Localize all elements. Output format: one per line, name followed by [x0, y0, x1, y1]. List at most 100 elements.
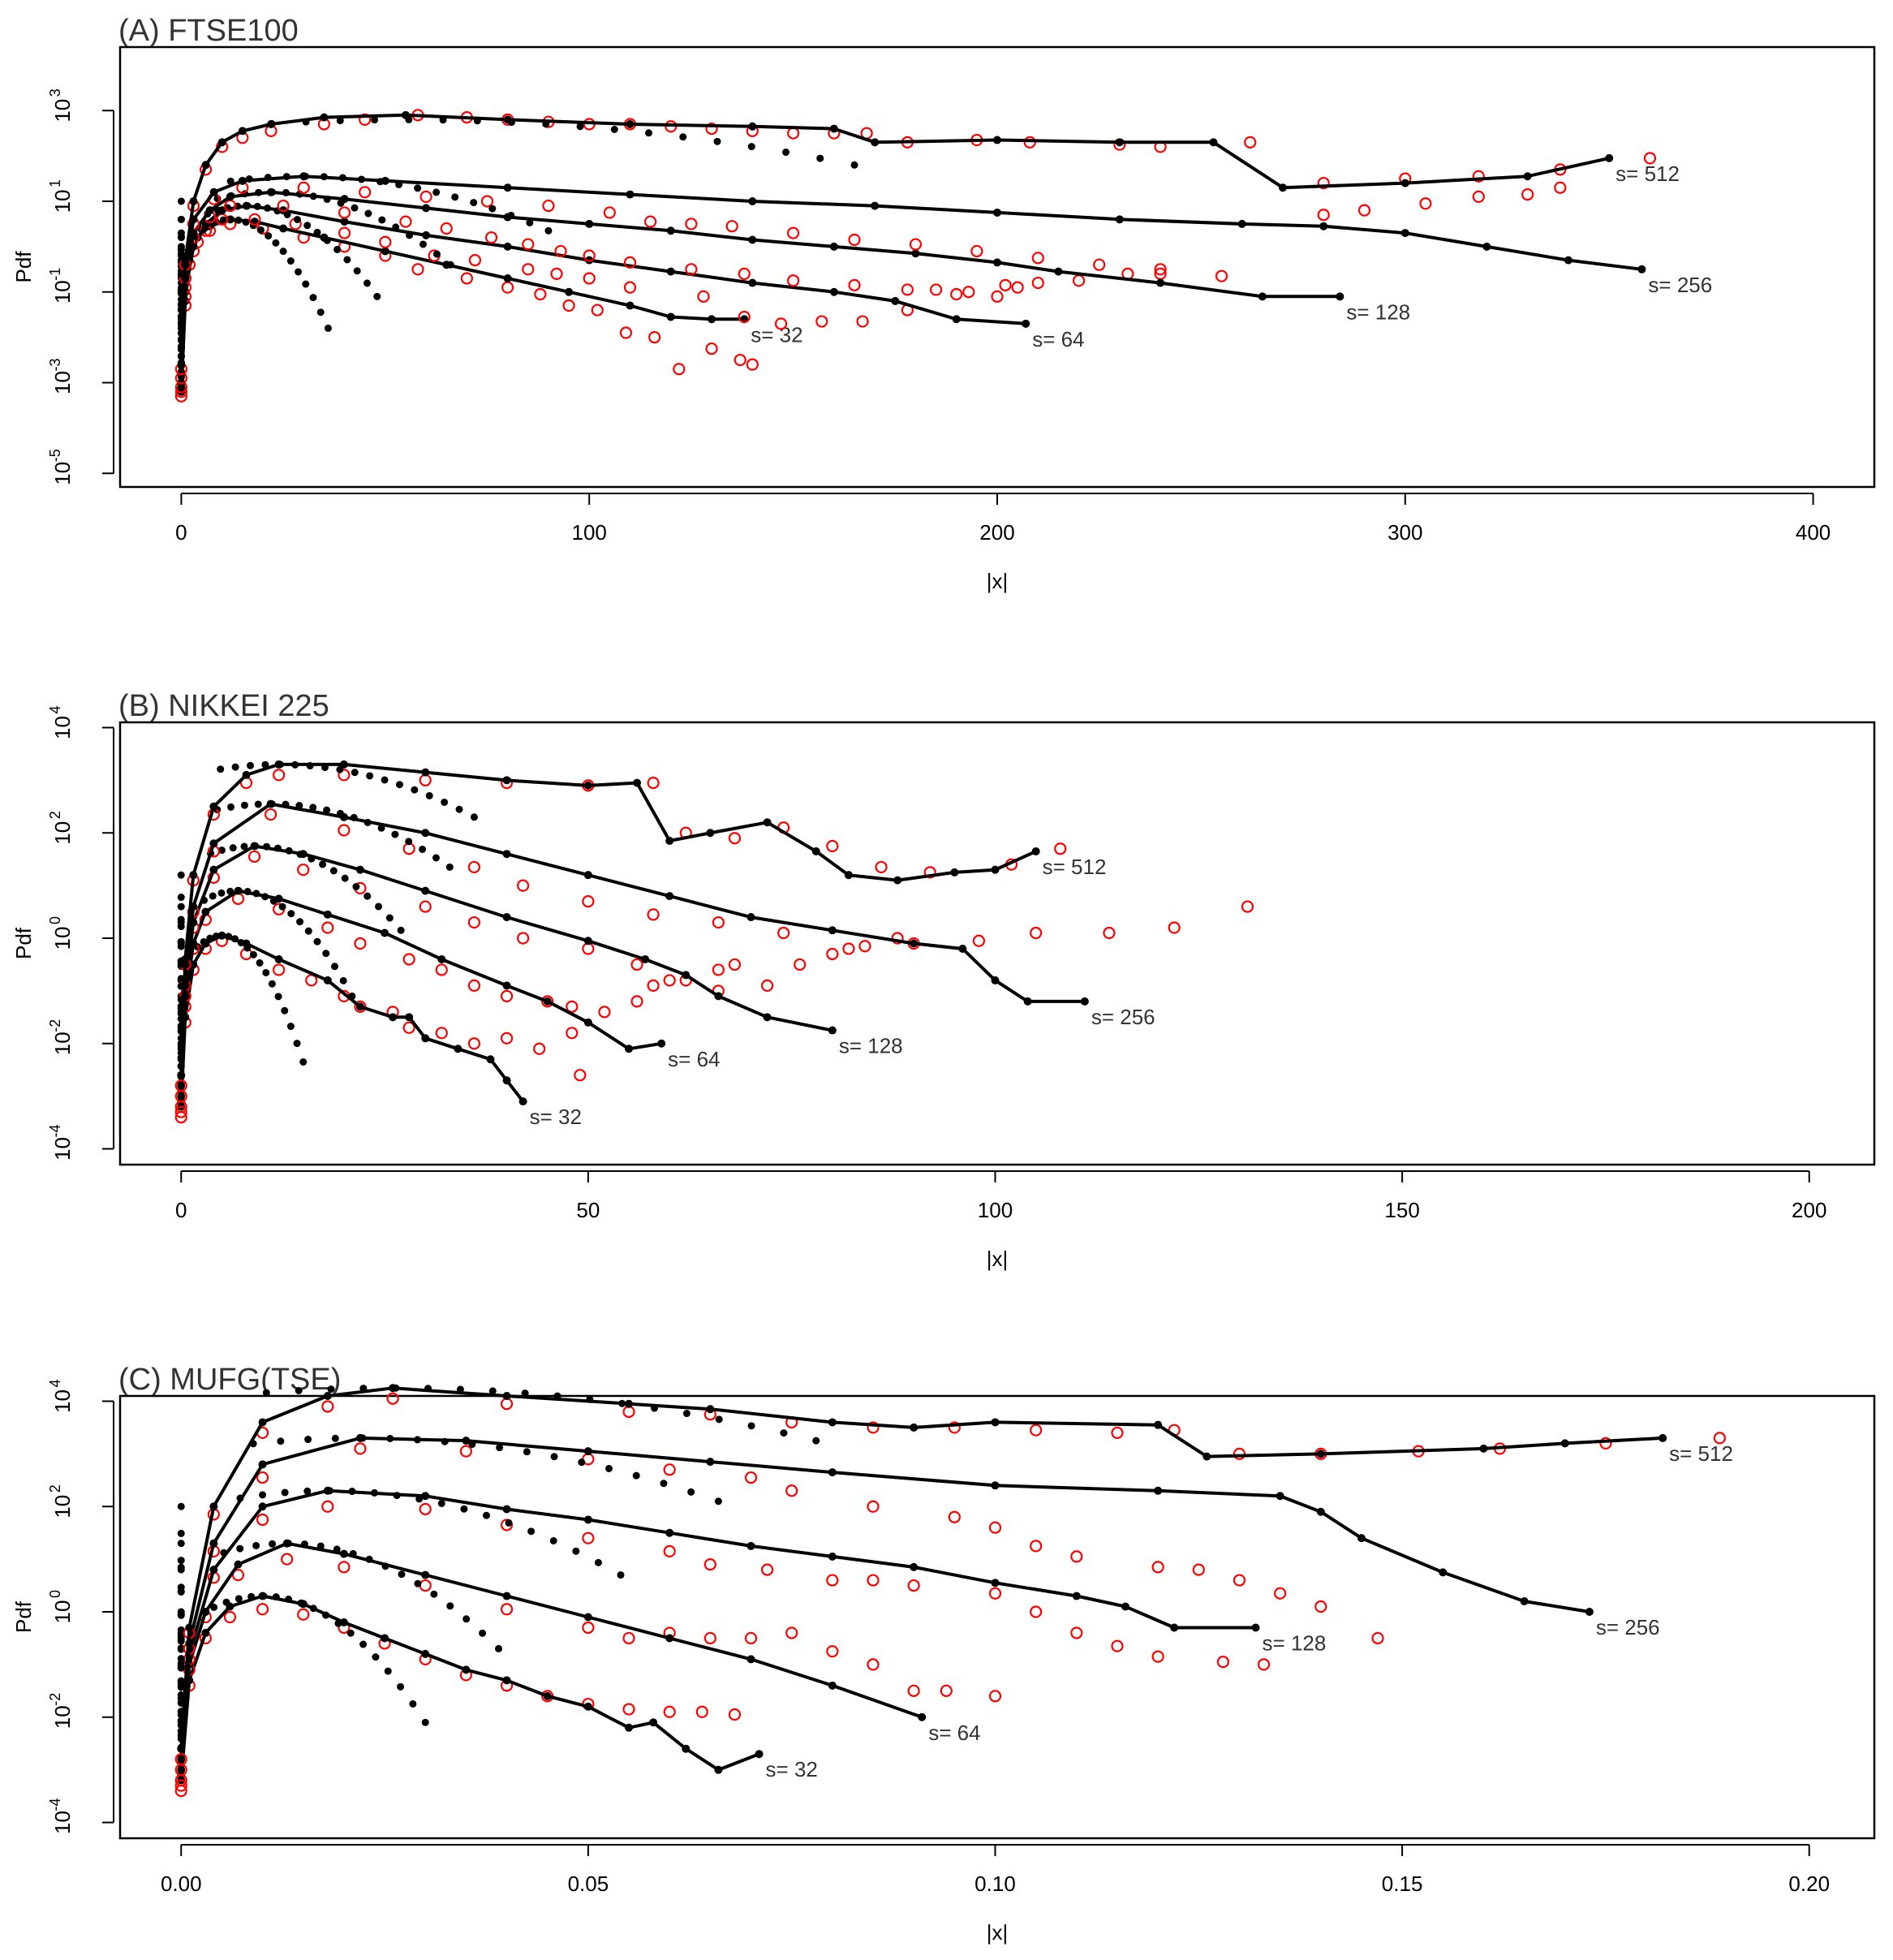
model-point [201, 161, 210, 170]
model-point [828, 1418, 837, 1427]
series-s-128: s= 128 [174, 842, 904, 1114]
x-tick-label: 0.15 [1382, 1872, 1423, 1896]
model-point [409, 1699, 417, 1708]
model-point [319, 860, 327, 868]
data-point [359, 113, 372, 127]
model-point [526, 218, 534, 226]
data-point [1151, 1561, 1164, 1574]
model-point [339, 1618, 348, 1626]
data-point [256, 1471, 269, 1484]
model-point [586, 1395, 594, 1403]
data-point [923, 866, 936, 879]
model-point [209, 839, 218, 848]
model-point [395, 781, 403, 789]
model-point [300, 1540, 308, 1549]
data-point [399, 215, 412, 228]
model-point [706, 829, 715, 838]
model-point [261, 893, 269, 901]
model-point [1154, 1420, 1163, 1429]
model-point [177, 871, 185, 879]
y-axis-label: Pdf [11, 927, 36, 959]
model-point [240, 801, 248, 809]
y-tick-exponent: 4 [47, 1379, 63, 1387]
model-point [209, 1539, 218, 1548]
data-point [1521, 187, 1534, 201]
data-point [480, 195, 494, 208]
data-point [500, 989, 514, 1002]
data-point [359, 186, 372, 199]
data-point [1031, 252, 1044, 265]
model-point [421, 886, 430, 895]
model-point [626, 301, 635, 310]
data-point [574, 1069, 587, 1082]
model-point [543, 997, 552, 1006]
model-point [209, 802, 218, 811]
model-point [282, 800, 290, 808]
model-point [397, 1682, 405, 1691]
x-tick-label: 0.10 [974, 1872, 1016, 1896]
data-point [1111, 1639, 1124, 1652]
model-point [295, 802, 303, 810]
model-point [502, 1392, 511, 1400]
y-tick-label: 103 [47, 88, 75, 122]
data-point [583, 272, 596, 285]
y-axis-label: Pdf [11, 251, 36, 283]
model-point [748, 196, 757, 205]
series-label: s= 64 [668, 1047, 720, 1071]
model-point [421, 1492, 430, 1501]
model-point [281, 1488, 289, 1497]
model-point [323, 236, 331, 244]
model-point [421, 1570, 430, 1579]
model-point [284, 1540, 292, 1548]
data-point [988, 1587, 1002, 1600]
data-point [746, 358, 759, 371]
model-point [245, 175, 253, 183]
model-point [828, 926, 837, 935]
series-label: s= 256 [1648, 273, 1712, 297]
model-point [503, 242, 512, 251]
series-s-128: s= 128 [174, 187, 1410, 394]
model-point [502, 1505, 511, 1514]
data-point [940, 1684, 953, 1697]
data-point [1554, 181, 1567, 194]
model-point [414, 1579, 422, 1587]
model-point [302, 280, 310, 288]
model-point [177, 1677, 185, 1685]
model-point [269, 188, 277, 196]
data-point [785, 1484, 798, 1497]
model-point [306, 762, 314, 770]
model-point [334, 1619, 342, 1627]
model-point [264, 204, 272, 212]
model-point [763, 818, 772, 827]
data-point [541, 995, 554, 1008]
model-point [227, 215, 235, 223]
model-point [364, 818, 372, 826]
series-label: s= 512 [1043, 855, 1107, 879]
model-point [320, 113, 329, 122]
model-point [177, 324, 185, 332]
model-point [285, 1596, 293, 1604]
model-point [991, 865, 1000, 874]
model-point [349, 1549, 357, 1557]
model-point [1659, 1433, 1667, 1442]
data-point [663, 974, 676, 987]
model-point [583, 1702, 592, 1711]
model-point [479, 1629, 487, 1637]
data-point [1154, 263, 1167, 276]
model-point [219, 216, 227, 224]
series-label: s= 32 [530, 1105, 582, 1129]
model-point [419, 240, 427, 248]
y-tick-label: 10-2 [47, 1019, 75, 1055]
model-point [687, 1488, 695, 1496]
model-point [242, 218, 250, 226]
model-point [243, 888, 252, 896]
y-tick-base: 10 [50, 190, 75, 213]
model-point [910, 1423, 919, 1432]
data-point [815, 315, 828, 328]
data-point [1472, 190, 1485, 203]
data-point [277, 199, 290, 213]
model-point [177, 1005, 185, 1013]
model-point [209, 865, 218, 874]
